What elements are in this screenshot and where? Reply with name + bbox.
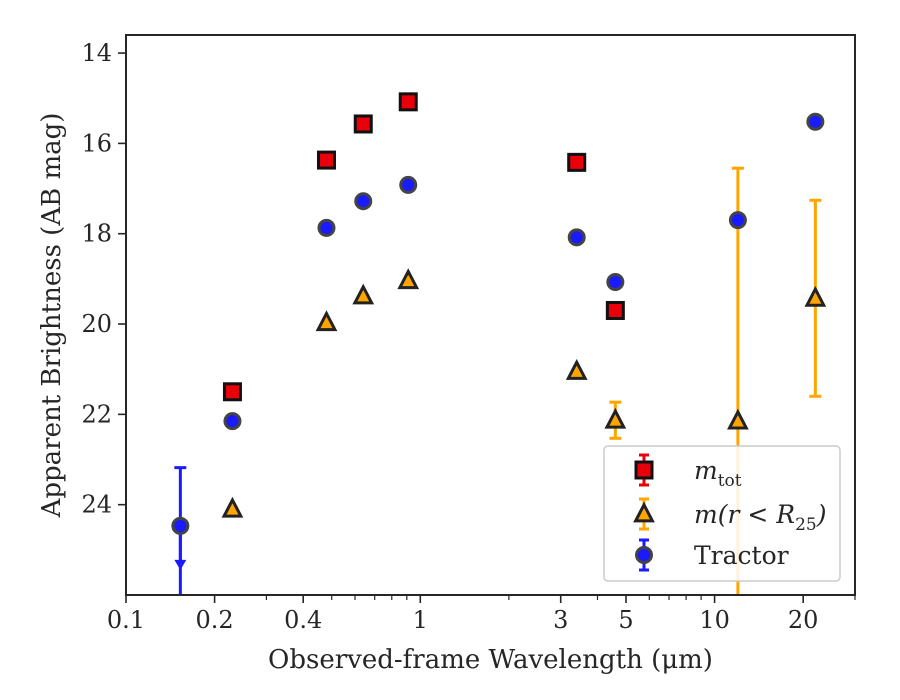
y-tick-label: 18 xyxy=(81,220,112,248)
data-point xyxy=(221,496,244,518)
y-tick-label: 16 xyxy=(81,129,112,157)
data-point xyxy=(353,114,373,134)
legend-label: mtot xyxy=(694,456,742,491)
data-point xyxy=(315,310,338,332)
data-point xyxy=(565,359,588,380)
y-tick-label: 14 xyxy=(81,39,112,67)
x-tick-label: 5 xyxy=(618,606,633,634)
x-axis-label: Observed-frame Wavelength (μm) xyxy=(268,645,713,675)
data-point xyxy=(604,407,627,429)
series-m-tot xyxy=(222,92,625,402)
x-tick-label: 20 xyxy=(788,606,819,634)
x-tick-label: 1 xyxy=(413,606,428,634)
data-point xyxy=(605,300,625,320)
y-axis-label: Apparent Brightness (AB mag) xyxy=(37,113,67,519)
series-tractor xyxy=(171,112,825,595)
x-tick-label: 0.2 xyxy=(196,606,234,634)
legend-box xyxy=(603,445,841,582)
legend-entry: m(r < R25) xyxy=(633,497,826,535)
data-point xyxy=(399,175,418,194)
legend-marker xyxy=(634,460,654,480)
data-point xyxy=(606,273,625,292)
axes-frame xyxy=(125,34,856,596)
data-point xyxy=(804,285,827,307)
y-tick-label: 20 xyxy=(81,310,112,338)
data-point xyxy=(728,211,747,230)
x-tick-label: 0.1 xyxy=(107,606,145,634)
data-point xyxy=(222,382,242,402)
legend-label: m(r < R25) xyxy=(694,500,826,535)
data-point xyxy=(317,218,336,237)
x-tick-label: 10 xyxy=(699,606,730,634)
data-point xyxy=(567,152,587,172)
legend-label: Tractor xyxy=(694,541,789,570)
data-point xyxy=(354,192,373,211)
legend: mtot m(r < R25) Tractor xyxy=(603,445,841,582)
data-point xyxy=(316,150,336,170)
legend-entry: Tractor xyxy=(635,538,789,572)
legend-marker xyxy=(635,546,653,564)
data-point xyxy=(806,112,825,131)
data-point xyxy=(397,268,420,290)
data-point xyxy=(567,228,586,247)
axes-ticks: 0.1 0.2 0.4 1 3 5 10 20 14 16 18 20 22 24 xyxy=(81,39,856,634)
data-point xyxy=(171,516,190,535)
legend-marker xyxy=(633,501,655,523)
upper-limit-arrowhead xyxy=(174,559,187,570)
legend-entry: mtot xyxy=(634,453,742,491)
y-tick-label: 22 xyxy=(81,400,112,428)
x-tick-label: 3 xyxy=(553,606,568,634)
y-tick-label: 24 xyxy=(81,491,112,519)
data-point xyxy=(223,412,242,431)
data-point xyxy=(727,408,749,430)
x-tick-label: 0.4 xyxy=(284,606,322,634)
data-point xyxy=(352,283,375,305)
data-point xyxy=(398,92,418,112)
